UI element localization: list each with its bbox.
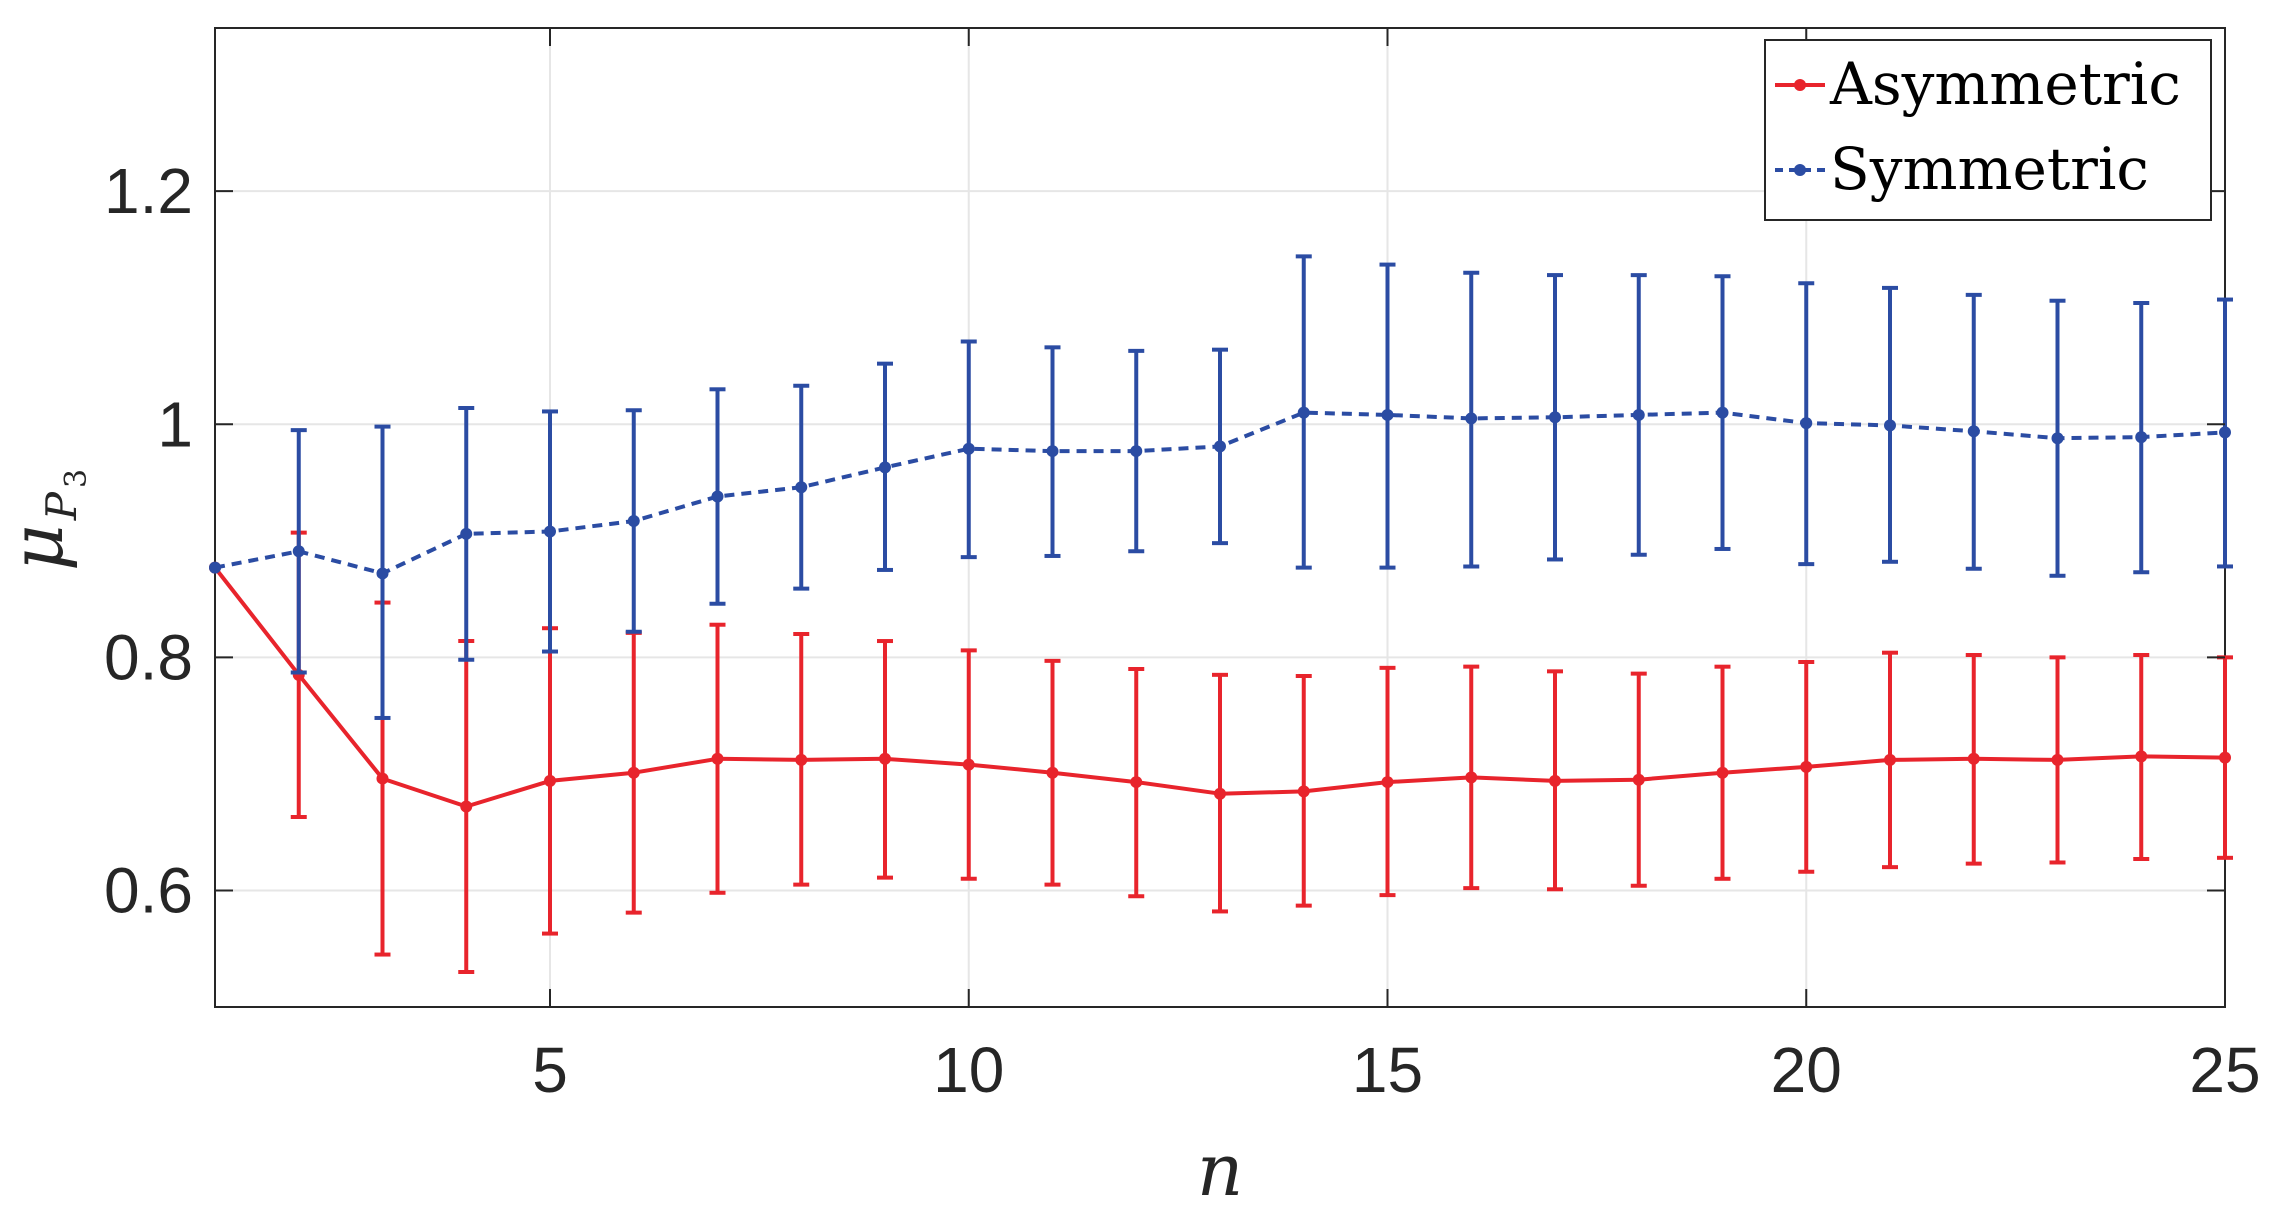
data-point-asymmetric — [2135, 750, 2148, 763]
y-tick-label: 0.8 — [104, 621, 193, 693]
data-point-symmetric — [376, 567, 389, 580]
svg-text:μ P 3: μ P 3 — [0, 469, 94, 571]
x-tick-label: 15 — [1352, 1034, 1423, 1106]
data-point-asymmetric — [1800, 760, 1813, 773]
legend-marker-symmetric — [1794, 164, 1806, 176]
x-tick-label: 5 — [532, 1034, 568, 1106]
data-point-asymmetric — [1214, 787, 1226, 800]
x-tick-label: 25 — [2189, 1034, 2260, 1106]
y-axis-label: μ P 3 — [0, 469, 94, 571]
data-point-asymmetric — [1716, 766, 1729, 779]
data-point-symmetric — [2051, 432, 2064, 445]
data-point-asymmetric — [460, 800, 473, 813]
data-point-symmetric — [1381, 408, 1394, 421]
data-point-symmetric — [1046, 445, 1059, 458]
ticks-layer: 5 10 15 20 25 0.6 0.8 1 1.2 — [104, 28, 2261, 1106]
data-point-symmetric — [1967, 425, 1980, 438]
legend: Asymmetric Symmetric — [1764, 39, 2212, 221]
data-point-symmetric — [627, 514, 640, 527]
legend-item-asymmetric: Asymmetric — [1775, 50, 2181, 118]
data-point-symmetric — [209, 561, 221, 574]
data-point-asymmetric — [1967, 752, 1980, 765]
data-point-symmetric — [879, 461, 891, 474]
data-point-asymmetric — [795, 753, 808, 766]
legend-box — [1764, 39, 2212, 221]
x-tick-label: 10 — [933, 1034, 1004, 1106]
data-point-symmetric — [1130, 445, 1143, 458]
data-point-symmetric — [544, 525, 556, 538]
series-asymmetric — [209, 530, 2233, 975]
data-point-asymmetric — [1046, 766, 1059, 779]
data-point-asymmetric — [1130, 776, 1143, 789]
x-axis-label: n — [1197, 1128, 1243, 1212]
data-point-symmetric — [1297, 406, 1310, 419]
data-point-symmetric — [962, 442, 975, 455]
legend-marker-asymmetric — [1794, 79, 1806, 91]
y-tick-label: 1 — [157, 388, 193, 460]
data-point-asymmetric — [962, 758, 975, 771]
legend-label-symmetric: Symmetric — [1830, 135, 2149, 203]
y-tick-label: 1.2 — [104, 155, 193, 227]
data-point-asymmetric — [1465, 771, 1478, 784]
data-point-symmetric — [795, 481, 808, 494]
y-tick-label: 0.6 — [104, 854, 193, 926]
legend-item-symmetric: Symmetric — [1775, 135, 2149, 203]
data-point-asymmetric — [711, 752, 724, 765]
data-point-symmetric — [1632, 408, 1645, 421]
data-point-asymmetric — [1632, 773, 1645, 786]
y-axis-label-base: μ — [0, 524, 79, 571]
series-symmetric — [209, 254, 2233, 720]
data-point-asymmetric — [2219, 751, 2231, 764]
series-layer — [209, 254, 2233, 975]
y-axis-label-sub: P — [37, 491, 86, 521]
data-point-asymmetric — [1381, 776, 1394, 789]
data-point-asymmetric — [627, 766, 640, 779]
data-point-symmetric — [1214, 440, 1226, 453]
data-point-asymmetric — [1297, 785, 1310, 798]
data-point-symmetric — [1800, 417, 1813, 430]
data-point-asymmetric — [544, 774, 556, 787]
data-point-asymmetric — [376, 772, 389, 785]
data-point-asymmetric — [2051, 753, 2064, 766]
data-point-asymmetric — [1549, 774, 1561, 787]
data-point-symmetric — [460, 527, 473, 540]
data-point-symmetric — [1716, 406, 1729, 419]
x-tick-label: 20 — [1771, 1034, 1842, 1106]
data-point-symmetric — [292, 545, 305, 558]
data-point-symmetric — [2135, 431, 2148, 444]
data-point-symmetric — [1465, 412, 1478, 425]
data-point-asymmetric — [1884, 753, 1896, 766]
y-axis-label-subsub: 3 — [59, 469, 94, 488]
data-point-asymmetric — [879, 752, 891, 765]
data-point-symmetric — [711, 490, 724, 503]
legend-label-asymmetric: Asymmetric — [1829, 50, 2181, 118]
data-point-symmetric — [1549, 411, 1561, 424]
data-point-symmetric — [2219, 426, 2231, 439]
data-point-symmetric — [1884, 419, 1896, 432]
